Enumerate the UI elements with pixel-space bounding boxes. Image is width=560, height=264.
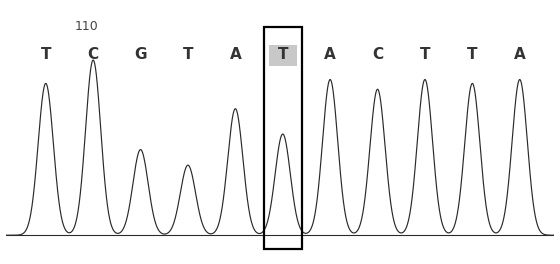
Text: A: A xyxy=(324,47,336,62)
Text: A: A xyxy=(230,47,241,62)
Text: C: C xyxy=(87,47,99,62)
Bar xyxy=(264,27,302,249)
Text: G: G xyxy=(134,47,147,62)
Text: T: T xyxy=(40,47,51,62)
Text: T: T xyxy=(278,47,288,62)
Text: T: T xyxy=(419,47,430,62)
Text: C: C xyxy=(372,47,383,62)
Bar xyxy=(269,45,297,66)
Text: A: A xyxy=(514,47,526,62)
Text: T: T xyxy=(183,47,193,62)
Text: 110: 110 xyxy=(74,20,98,33)
Text: T: T xyxy=(467,47,478,62)
